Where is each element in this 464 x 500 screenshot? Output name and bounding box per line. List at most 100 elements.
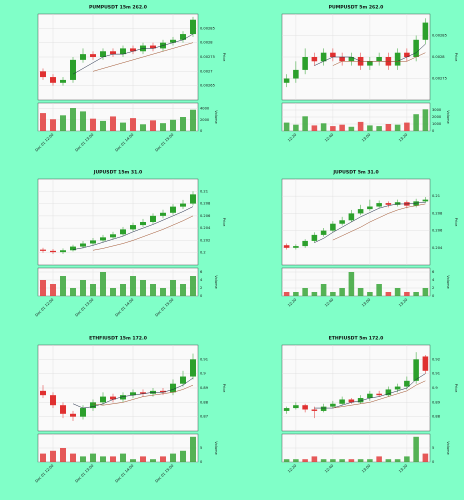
- candle-body: [110, 51, 116, 55]
- volume-bar: [170, 453, 176, 462]
- volume-bar: [90, 453, 96, 462]
- volume-bar: [348, 272, 355, 296]
- candle-body: [293, 405, 299, 409]
- volume-bar: [348, 126, 355, 131]
- volume-bar: [140, 456, 146, 462]
- volume-bar: [422, 288, 429, 296]
- candle-body: [40, 71, 46, 78]
- y-axis-label: Price: [222, 53, 226, 63]
- volume-bar: [302, 116, 308, 131]
- y-tick-label: 0.88: [200, 400, 209, 404]
- vol-axis-label: Volume: [446, 441, 450, 455]
- vol-axis-label: Volume: [214, 441, 218, 455]
- candle-body: [130, 225, 136, 230]
- x-tick-label: 12:20: [287, 297, 298, 308]
- moving-average: [332, 380, 426, 409]
- candle-body: [70, 59, 76, 80]
- volume-bar: [190, 276, 196, 296]
- candle-body: [60, 79, 66, 83]
- candle-body: [90, 240, 96, 244]
- volume-bar: [385, 124, 392, 131]
- candle-body: [376, 393, 382, 396]
- vol-tick-label: 4: [200, 278, 203, 282]
- candle-body: [320, 52, 327, 62]
- volume-bar: [80, 456, 86, 462]
- volume-bar: [367, 125, 373, 131]
- volume-bar: [160, 288, 166, 296]
- y-axis-label: Price: [222, 384, 226, 394]
- vol-tick-label: 4000: [200, 107, 210, 111]
- x-tick-label: 13:20: [398, 463, 409, 474]
- candle-body: [283, 408, 290, 411]
- candle-body: [394, 52, 401, 66]
- volume-bar: [50, 284, 56, 296]
- candle-body: [302, 57, 308, 70]
- y-axis-label: Price: [454, 218, 458, 228]
- candle-body: [330, 223, 336, 231]
- vol-axis-label: Volume: [446, 275, 450, 289]
- vol-tick-label: 2: [432, 286, 434, 290]
- volume-bar: [160, 456, 166, 462]
- candle-body: [413, 201, 419, 206]
- volume-bar: [70, 453, 76, 462]
- volume-bar: [150, 459, 156, 462]
- y-tick-label: 0.206: [200, 214, 211, 218]
- y-tick-label: 0.89: [432, 400, 441, 404]
- volume-bar: [404, 292, 410, 296]
- chart-title: ETHFIUSDT 15m 172.0: [89, 336, 147, 342]
- vol-tick-label: 5: [200, 446, 202, 450]
- vol-tick-label: 1000: [432, 122, 442, 126]
- volume-bar: [80, 280, 86, 296]
- candle-body: [367, 206, 373, 210]
- candle-body: [50, 250, 56, 253]
- vol-tick-label: 0: [200, 460, 203, 464]
- candle-body: [170, 383, 176, 393]
- volume-bar: [283, 292, 290, 296]
- volume-bar: [376, 126, 382, 131]
- y-tick-label: 0.89: [200, 386, 209, 390]
- candle-body: [90, 54, 96, 57]
- vol-tick-label: 0: [200, 294, 203, 298]
- y-tick-label: 0.00285: [200, 26, 215, 30]
- candle-body: [339, 57, 345, 62]
- y-tick-label: 0.00265: [200, 84, 215, 88]
- candle-body: [302, 240, 308, 247]
- y-tick-label: 0.91: [200, 357, 208, 361]
- volume-bar: [330, 126, 336, 131]
- volume-bar: [60, 276, 66, 296]
- candle-body: [404, 380, 410, 387]
- candle-body: [293, 69, 299, 79]
- volume-bar: [422, 109, 429, 131]
- candle-body: [283, 78, 290, 83]
- volume-bar: [120, 122, 126, 131]
- vol-tick-label: 0: [432, 129, 435, 133]
- volume-bar: [293, 124, 299, 131]
- volume-bar: [413, 292, 419, 296]
- volume-bar: [339, 124, 345, 131]
- candle-body: [130, 392, 136, 396]
- candle-body: [120, 395, 126, 400]
- chart-title: PUMPUSDT 15m 262.0: [89, 5, 147, 11]
- vol-tick-label: 5: [432, 446, 434, 450]
- price-panel: [281, 178, 431, 266]
- volume-bar: [330, 459, 336, 462]
- candle-body: [302, 405, 308, 410]
- volume-bar: [190, 109, 196, 131]
- y-tick-label: 0.204: [432, 246, 443, 250]
- x-tick-label: 13:00: [361, 297, 372, 308]
- candle-body: [70, 246, 76, 251]
- volume-bar: [302, 459, 308, 462]
- moving-average: [314, 201, 426, 243]
- volume-bar: [70, 108, 76, 131]
- volume-bar: [385, 459, 392, 462]
- candle-body: [413, 39, 419, 57]
- candle-body: [330, 52, 336, 57]
- volume-bar: [413, 436, 419, 462]
- candle-body: [283, 245, 290, 248]
- x-tick-label: 13:00: [361, 132, 372, 143]
- volume-bar: [190, 436, 196, 462]
- x-tick-label: 12:20: [287, 463, 298, 474]
- volume-bar: [394, 459, 401, 462]
- moving-average: [72, 33, 194, 75]
